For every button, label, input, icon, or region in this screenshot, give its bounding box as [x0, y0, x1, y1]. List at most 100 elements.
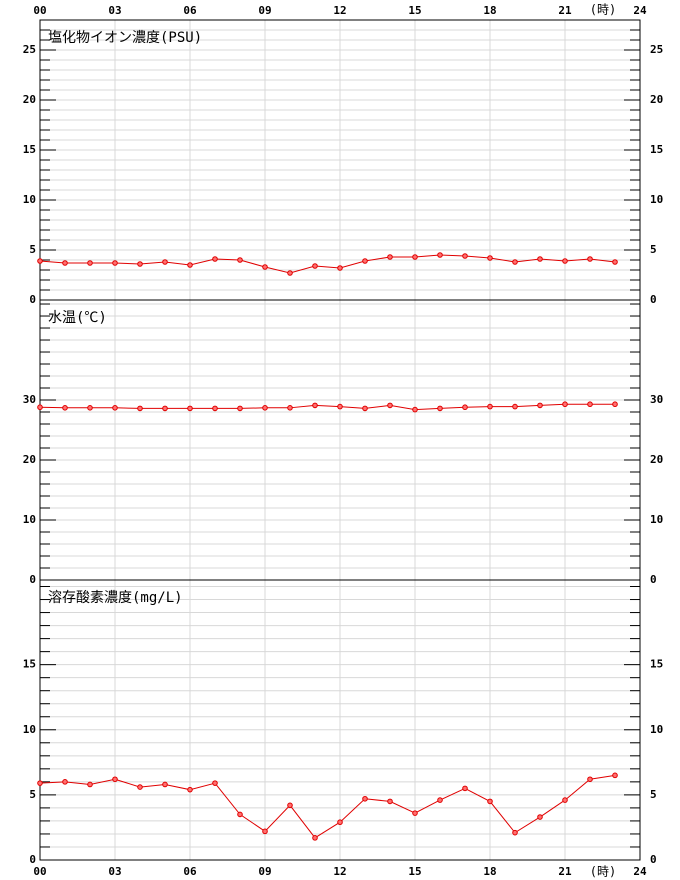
- data-point: [412, 810, 418, 816]
- x-tick-label: 06: [183, 4, 197, 17]
- x-unit: (時): [590, 3, 616, 17]
- x-tick-label: 03: [108, 865, 121, 878]
- x-tick-label: 12: [333, 4, 346, 17]
- y-tick-label: 0: [650, 293, 657, 306]
- series-line: [39, 774, 616, 839]
- data-point: [587, 776, 593, 783]
- x-tick-label: 21: [558, 4, 572, 17]
- data-point: [537, 256, 543, 262]
- y-tick-label: 15: [650, 143, 663, 156]
- y-tick-label: 5: [650, 243, 657, 256]
- y-tick-label: 5: [29, 788, 36, 801]
- data-point: [287, 802, 293, 809]
- data-point: [62, 260, 68, 266]
- x-tick-label: 00: [33, 4, 46, 17]
- y-tick-label: 0: [29, 573, 36, 586]
- y-tick-label: 25: [23, 43, 36, 56]
- x-tick-label: 03: [108, 4, 121, 17]
- data-point: [462, 785, 468, 792]
- y-tick-label: 20: [23, 453, 36, 466]
- data-point: [337, 403, 343, 410]
- panel-title: 塩化物イオン濃度(PSU): [48, 30, 202, 46]
- y-tick-label: 20: [23, 93, 36, 106]
- data-point: [162, 781, 168, 788]
- series-line: [39, 403, 615, 411]
- data-point: [412, 406, 418, 413]
- data-point: [337, 265, 343, 271]
- data-point: [612, 772, 618, 779]
- data-point: [487, 798, 493, 805]
- data-point: [587, 401, 593, 408]
- data-point: [387, 254, 393, 260]
- data-point: [512, 829, 518, 836]
- y-tick-label: 10: [650, 193, 663, 206]
- data-point: [37, 404, 43, 411]
- data-point: [187, 405, 193, 412]
- y-tick-label: 15: [23, 658, 36, 671]
- y-tick-label: 0: [29, 853, 36, 866]
- data-point: [212, 780, 218, 786]
- data-point: [437, 405, 443, 412]
- data-point: [212, 405, 218, 412]
- data-point: [437, 797, 443, 803]
- x-tick-label: 00: [33, 865, 46, 878]
- x-tick-label: 24: [633, 4, 647, 17]
- data-point: [362, 258, 368, 264]
- data-point: [412, 254, 418, 260]
- data-point: [162, 259, 168, 265]
- panel-frame: [39, 579, 641, 861]
- y-tick-label: 0: [650, 573, 657, 586]
- data-point: [537, 814, 543, 820]
- data-point: [312, 263, 318, 269]
- series-line: [39, 254, 616, 274]
- x-tick-label: 12: [333, 865, 346, 878]
- y-tick-label: 5: [29, 243, 36, 256]
- data-point: [437, 252, 443, 258]
- data-point: [587, 256, 593, 262]
- data-point: [137, 405, 143, 412]
- data-point: [312, 835, 318, 841]
- y-tick-label: 0: [29, 293, 36, 306]
- data-point: [262, 264, 268, 270]
- data-point: [387, 798, 393, 805]
- data-point: [512, 403, 518, 410]
- y-tick-label: 30: [23, 393, 36, 406]
- data-point: [87, 260, 93, 266]
- data-point: [137, 261, 143, 267]
- panel-title: 水温(℃): [48, 310, 107, 326]
- data-point: [237, 257, 243, 263]
- x-tick-label: 06: [183, 865, 197, 878]
- y-tick-label: 25: [650, 43, 663, 56]
- y-tick-label: 10: [650, 723, 663, 736]
- y-tick-label: 15: [650, 658, 663, 671]
- data-point: [237, 811, 243, 818]
- data-point: [487, 255, 493, 261]
- x-tick-label: 15: [408, 4, 421, 17]
- data-point: [487, 403, 493, 410]
- data-point: [512, 259, 518, 265]
- data-point: [237, 405, 243, 412]
- y-tick-label: 0: [650, 853, 657, 866]
- data-point: [87, 405, 93, 411]
- data-point: [362, 405, 368, 412]
- data-point: [612, 259, 618, 265]
- y-tick-label: 10: [650, 513, 663, 526]
- data-point: [612, 401, 618, 408]
- x-tick-label: 18: [483, 865, 496, 878]
- data-point: [37, 780, 43, 786]
- x-tick-label: 21: [558, 865, 572, 878]
- data-point: [337, 819, 343, 826]
- panel-title: 溶存酸素濃度(mg/L): [48, 590, 183, 606]
- x-tick-label: 09: [258, 4, 271, 17]
- data-point: [362, 795, 368, 802]
- x-tick-label: 15: [408, 865, 421, 878]
- y-tick-label: 5: [650, 788, 657, 801]
- x-unit: (時): [590, 865, 616, 879]
- data-point: [62, 405, 68, 411]
- data-point: [462, 404, 468, 411]
- data-point: [187, 786, 193, 793]
- data-point: [462, 253, 468, 259]
- x-tick-label: 09: [258, 865, 271, 878]
- y-tick-label: 20: [650, 93, 663, 106]
